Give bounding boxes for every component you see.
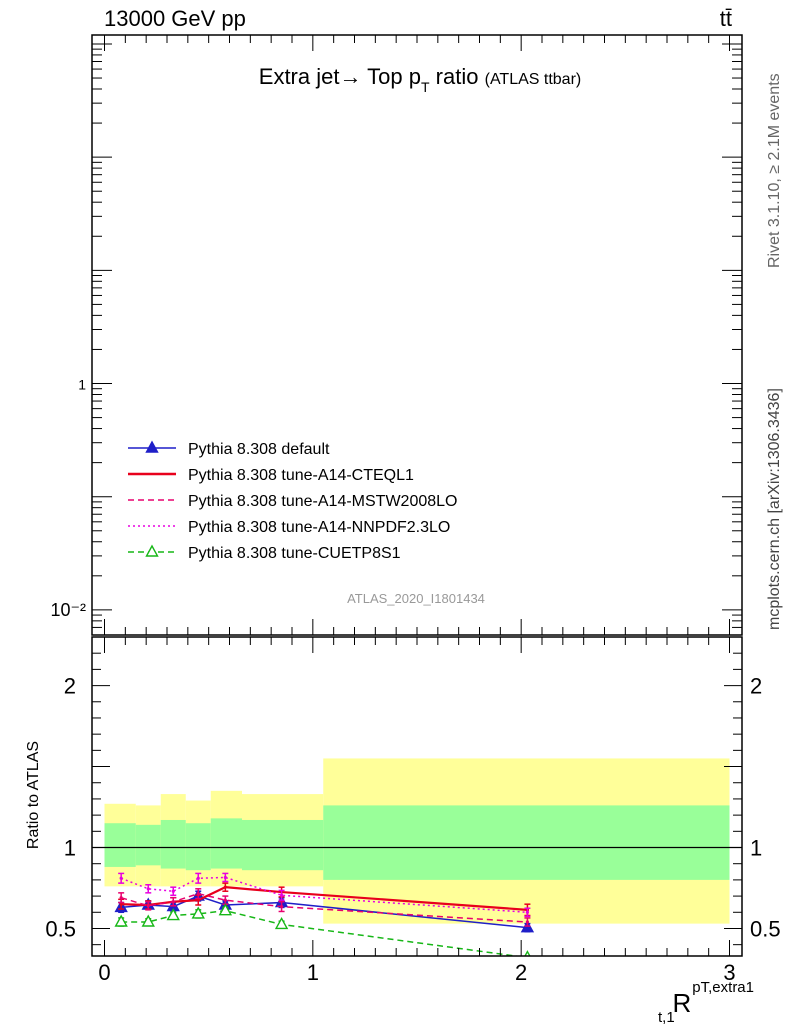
ratio-y-tick-label: 1	[64, 836, 76, 861]
main-y-tick-label: 1	[78, 377, 86, 393]
data-point	[171, 900, 175, 904]
process-label: tt̄	[719, 6, 732, 31]
x-tick-label: 0	[98, 960, 110, 985]
x-tick-label: 3	[723, 960, 735, 985]
plot-title: Extra jet→ Top pT ratio (ATLAS ttbar)	[259, 64, 581, 95]
band-green	[323, 805, 730, 880]
data-point	[119, 896, 123, 900]
data-point	[525, 910, 530, 914]
legend: Pythia 8.308 default Pythia 8.308 tune-A1…	[128, 440, 457, 562]
legend-marker	[145, 440, 159, 453]
data-point	[218, 903, 233, 916]
ratio-y-tick-label: 1	[750, 836, 762, 861]
data-point	[279, 893, 284, 897]
main-y-tick-label: 10⁻²	[50, 600, 86, 620]
band-green	[135, 824, 161, 866]
data-point	[119, 876, 123, 880]
band-green	[185, 823, 211, 871]
data-point	[274, 916, 289, 930]
legend-label: Pythia 8.308 tune-A14-NNPDF2.3LO	[188, 519, 450, 536]
x-tick-label: 1	[307, 960, 319, 985]
band-green	[160, 819, 186, 869]
data-point	[524, 950, 531, 956]
data-point	[166, 908, 180, 921]
legend-label: Pythia 8.308 tune-CUETP8S1	[188, 545, 401, 562]
main-axis-ticks: 10⁻² 1	[50, 43, 742, 636]
analysis-watermark: ATLAS_2020_I1801434	[347, 591, 485, 606]
ratio-y-tick-label: 0.5	[750, 916, 781, 941]
data-point	[223, 885, 227, 889]
data-point	[146, 887, 150, 891]
legend-label: Pythia 8.308 tune-A14-CTEQL1	[188, 467, 414, 484]
data-point	[223, 875, 227, 880]
ratio-y-tick-label: 2	[64, 674, 76, 699]
data-point	[196, 876, 200, 880]
legend-label: Pythia 8.308 default	[188, 441, 330, 458]
band-green	[242, 819, 324, 871]
collision-label: 13000 GeV pp	[104, 6, 246, 31]
data-point	[279, 905, 284, 909]
data-point	[191, 906, 205, 919]
data-point	[146, 904, 150, 908]
ratio-y-tick-label: 2	[750, 674, 762, 699]
ratio-y-axis-label: Ratio to ATLAS	[25, 741, 42, 849]
x-axis-label: RpT,extra1 t,1	[658, 979, 754, 1024]
ratio-axis-ticks: 0.5 0.5 1 1 2 2 0 1 2 3	[45, 35, 781, 985]
band-green	[210, 818, 242, 869]
data-point	[223, 898, 227, 902]
ratio-y-tick-label: 0.5	[45, 916, 76, 941]
data-point	[119, 902, 123, 906]
data-point	[525, 920, 530, 924]
data-point	[196, 898, 200, 902]
data-point	[114, 914, 128, 927]
ratio-uncertainty-bands	[92, 758, 742, 924]
data-point	[141, 914, 155, 927]
legend-label: Pythia 8.308 tune-A14-MSTW2008LO	[188, 493, 457, 510]
ratio-series-group	[114, 872, 535, 956]
data-point	[196, 892, 200, 896]
legend-marker	[145, 544, 159, 557]
x-tick-label: 2	[515, 960, 527, 985]
data-point	[171, 889, 175, 893]
band-green	[104, 823, 136, 867]
